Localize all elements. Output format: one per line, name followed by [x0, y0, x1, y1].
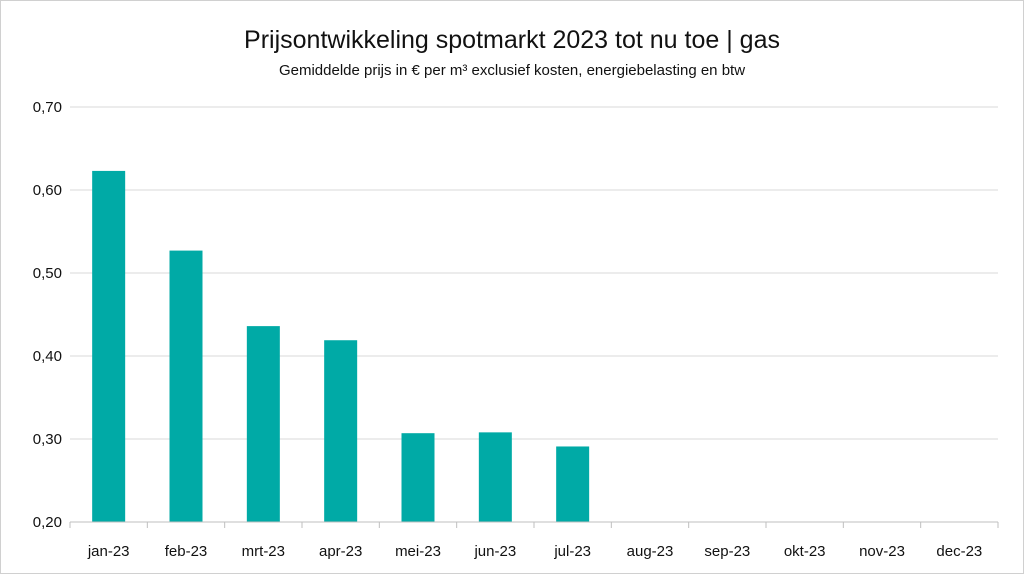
x-tick-label: jan-23	[87, 543, 130, 560]
x-tick-label: dec-23	[936, 543, 982, 560]
bar-jun-23	[478, 432, 512, 522]
y-tick-label: 0,50	[33, 265, 62, 282]
chart-title: Prijsontwikkeling spotmarkt 2023 tot nu …	[244, 26, 780, 54]
x-tick-label: jul-23	[553, 543, 591, 560]
y-tick-label: 0,20	[33, 514, 62, 531]
bars	[92, 170, 590, 522]
gridlines	[70, 106, 998, 440]
x-tick-label: mrt-23	[242, 543, 285, 560]
x-tick-label: feb-23	[165, 543, 208, 560]
x-tick-label: aug-23	[627, 543, 674, 560]
y-tick-label: 0,40	[33, 348, 62, 365]
y-axis: 0,20 0,30 0,40 0,50 0,60 0,70	[33, 99, 62, 531]
bar-jan-23	[92, 170, 126, 522]
bar-mei-23	[401, 433, 435, 522]
x-axis: jan-23 feb-23 mrt-23 apr-23 mei-23 jun-23 jul-…	[69, 521, 999, 560]
x-tick-label: mei-23	[395, 543, 441, 560]
bar-feb-23	[169, 250, 203, 522]
chart-subtitle: Gemiddelde prijs in € per m³ exclusief k…	[278, 62, 746, 79]
y-tick-label: 0,60	[33, 182, 62, 199]
x-tick-label: sep-23	[704, 543, 750, 560]
x-tick-label: okt-23	[784, 543, 826, 560]
y-tick-label: 0,30	[33, 431, 62, 448]
x-tick-label: apr-23	[319, 543, 362, 560]
x-tick-label: nov-23	[859, 543, 905, 560]
y-tick-label: 0,70	[33, 99, 62, 116]
bar-apr-23	[324, 340, 358, 522]
bar-mrt-23	[246, 326, 280, 522]
x-tick-label: jun-23	[473, 543, 516, 560]
bar-jul-23	[556, 446, 590, 522]
